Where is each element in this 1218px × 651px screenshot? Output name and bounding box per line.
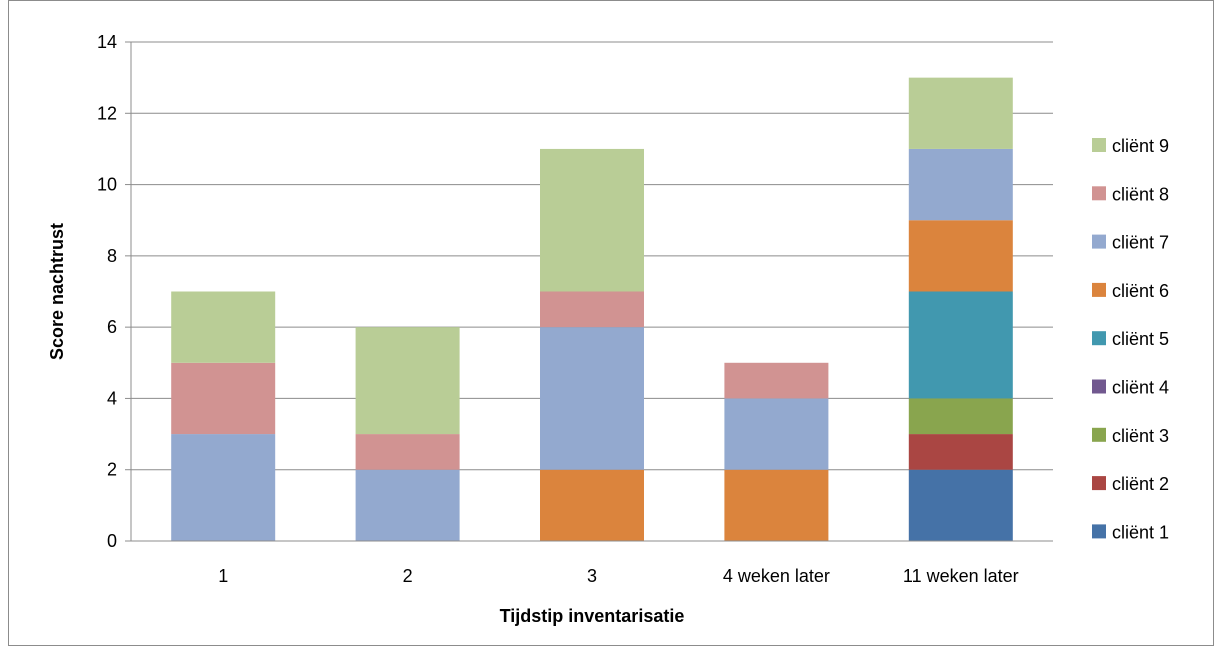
legend-swatch bbox=[1092, 476, 1106, 491]
y-axis-ticks: 0 2 4 6 8 10 12 14 bbox=[97, 32, 132, 551]
legend-label: cliënt 6 bbox=[1112, 281, 1169, 301]
x-tick-label: 11 weken later bbox=[903, 566, 1019, 586]
y-tick-label: 10 bbox=[97, 175, 117, 195]
x-tick-label: 3 bbox=[587, 566, 597, 586]
y-tick-label: 2 bbox=[107, 460, 117, 480]
bar-segment bbox=[908, 434, 1013, 470]
bar-segment bbox=[724, 469, 829, 541]
bar-segment bbox=[908, 148, 1013, 221]
legend-label: cliënt 3 bbox=[1112, 426, 1169, 446]
x-tick-label: 1 bbox=[218, 566, 228, 586]
x-tick-label: 2 bbox=[403, 566, 413, 586]
legend-swatch bbox=[1092, 379, 1106, 394]
bar-segment bbox=[540, 291, 644, 328]
bar-segment bbox=[908, 291, 1013, 399]
legend-swatch bbox=[1092, 331, 1106, 346]
legend-label: cliënt 1 bbox=[1112, 522, 1169, 542]
bar-segment bbox=[171, 291, 276, 363]
legend-swatch bbox=[1092, 234, 1106, 249]
bar-segment bbox=[540, 327, 644, 470]
legend-label: cliënt 8 bbox=[1112, 184, 1169, 204]
legend-label: cliënt 4 bbox=[1112, 378, 1169, 398]
bars bbox=[171, 77, 1013, 541]
y-tick-label: 6 bbox=[107, 317, 117, 337]
x-axis-ticks: 1 2 3 4 weken later 11 weken later bbox=[218, 566, 1018, 586]
bar-segment bbox=[171, 362, 276, 435]
legend-label: cliënt 7 bbox=[1112, 233, 1169, 253]
legend-label: cliënt 5 bbox=[1112, 329, 1169, 349]
y-tick-label: 12 bbox=[97, 103, 117, 123]
bar-segment bbox=[355, 327, 460, 435]
x-axis-title: Tijdstip inventarisatie bbox=[500, 606, 685, 626]
legend-swatch bbox=[1092, 138, 1106, 152]
bar-segment bbox=[908, 398, 1013, 435]
legend: cliënt 9 cliënt 8 cliënt 7 cliënt 6 cliënt 5… bbox=[1092, 136, 1169, 542]
bar-segment bbox=[355, 434, 460, 470]
bar-segment bbox=[908, 469, 1013, 541]
bar-segment bbox=[724, 362, 829, 399]
bar-segment bbox=[724, 398, 829, 470]
legend-swatch bbox=[1092, 282, 1106, 297]
legend-swatch bbox=[1092, 524, 1106, 539]
legend-label: cliënt 2 bbox=[1112, 474, 1169, 494]
x-tick-label: 4 weken later bbox=[723, 566, 830, 586]
legend-swatch bbox=[1092, 186, 1106, 201]
bar-segment bbox=[355, 469, 460, 541]
legend-swatch bbox=[1092, 427, 1106, 442]
bar-segment bbox=[908, 77, 1013, 149]
bar-segment bbox=[540, 148, 644, 292]
bar-segment bbox=[540, 469, 644, 541]
y-tick-label: 8 bbox=[107, 246, 117, 266]
y-tick-label: 4 bbox=[107, 388, 117, 408]
bar-segment bbox=[171, 434, 276, 541]
bar-segment bbox=[908, 220, 1013, 292]
y-axis-title: Score nachtrust bbox=[47, 223, 67, 360]
y-tick-label: 0 bbox=[107, 531, 117, 551]
y-tick-label: 14 bbox=[97, 32, 117, 52]
legend-label: cliënt 9 bbox=[1112, 136, 1169, 156]
